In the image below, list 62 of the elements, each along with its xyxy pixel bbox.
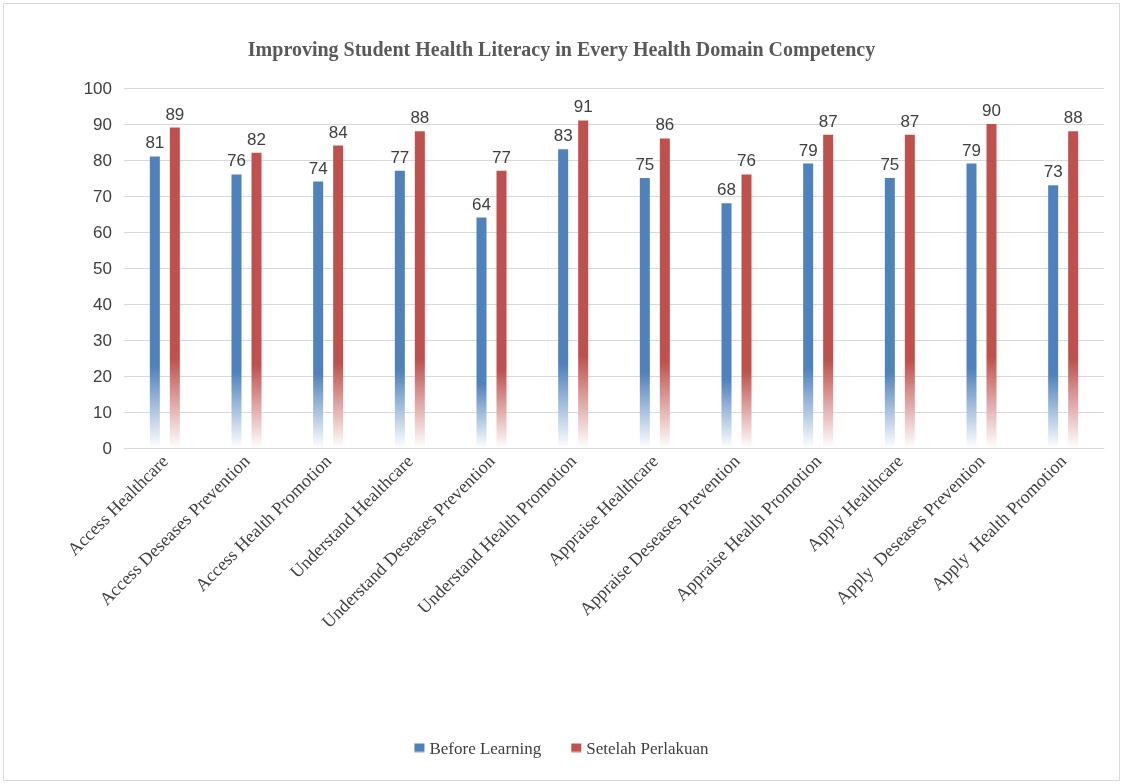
- y-tick-label: 10: [93, 402, 112, 422]
- bar: [986, 124, 997, 448]
- y-tick-label: 80: [93, 150, 112, 170]
- data-label: 91: [573, 97, 593, 117]
- bar: [333, 145, 344, 448]
- bar: [394, 170, 405, 448]
- bar: [169, 127, 180, 448]
- bar: [904, 134, 915, 448]
- bar: [1048, 185, 1059, 448]
- data-label: 64: [472, 194, 491, 214]
- bar: [1068, 131, 1079, 448]
- data-label: 87: [900, 111, 920, 131]
- bar: [251, 152, 262, 448]
- data-label: 75: [880, 155, 900, 174]
- y-tick-label: 60: [93, 222, 112, 242]
- y-tick-label: 40: [93, 294, 112, 314]
- data-label: 84: [328, 122, 348, 142]
- bar: [823, 134, 834, 448]
- bar: [558, 149, 569, 448]
- data-label: 77: [492, 147, 511, 167]
- bar: [149, 156, 160, 448]
- bar: [496, 170, 507, 448]
- legend-label: Before Learning: [429, 739, 542, 758]
- bar: [741, 174, 752, 448]
- data-label: 76: [737, 151, 756, 171]
- data-label: 79: [962, 140, 981, 160]
- y-tick-label: 50: [93, 258, 112, 278]
- legend-label: Setelah Perlakuan: [586, 739, 710, 758]
- y-tick-label: 70: [93, 186, 112, 206]
- data-label: 73: [1043, 162, 1063, 182]
- data-label: 90: [982, 101, 1001, 120]
- data-label: 83: [553, 126, 573, 146]
- data-label: 74: [308, 158, 328, 178]
- bar: [313, 181, 324, 448]
- y-tick-label: 20: [93, 366, 112, 386]
- data-label: 89: [165, 104, 185, 124]
- chart-title: Improving Student Health Literacy in Every Health Domain Competency: [247, 38, 876, 61]
- data-label: 88: [410, 108, 430, 128]
- data-label: 77: [390, 147, 410, 167]
- bar: [414, 131, 425, 448]
- bar: [231, 174, 242, 448]
- y-tick-label: 100: [83, 78, 112, 98]
- bar: [659, 138, 670, 448]
- data-label: 86: [655, 115, 675, 135]
- bar: [578, 120, 589, 448]
- data-label: 79: [798, 140, 818, 160]
- bar: [721, 203, 732, 448]
- data-label: 75: [635, 155, 655, 174]
- y-tick-label: 90: [93, 114, 112, 134]
- bar: [639, 178, 650, 448]
- data-label: 87: [818, 111, 838, 131]
- bar: [884, 178, 895, 448]
- bar: [476, 217, 487, 448]
- data-label: 81: [145, 133, 165, 153]
- bar: [966, 163, 977, 448]
- bar: [803, 163, 814, 448]
- data-label: 68: [717, 180, 736, 200]
- data-label: 88: [1063, 108, 1083, 128]
- y-tick-label: 30: [93, 330, 112, 350]
- y-tick-label: 0: [102, 438, 112, 458]
- data-label: 82: [247, 129, 266, 149]
- data-label: 76: [227, 151, 246, 171]
